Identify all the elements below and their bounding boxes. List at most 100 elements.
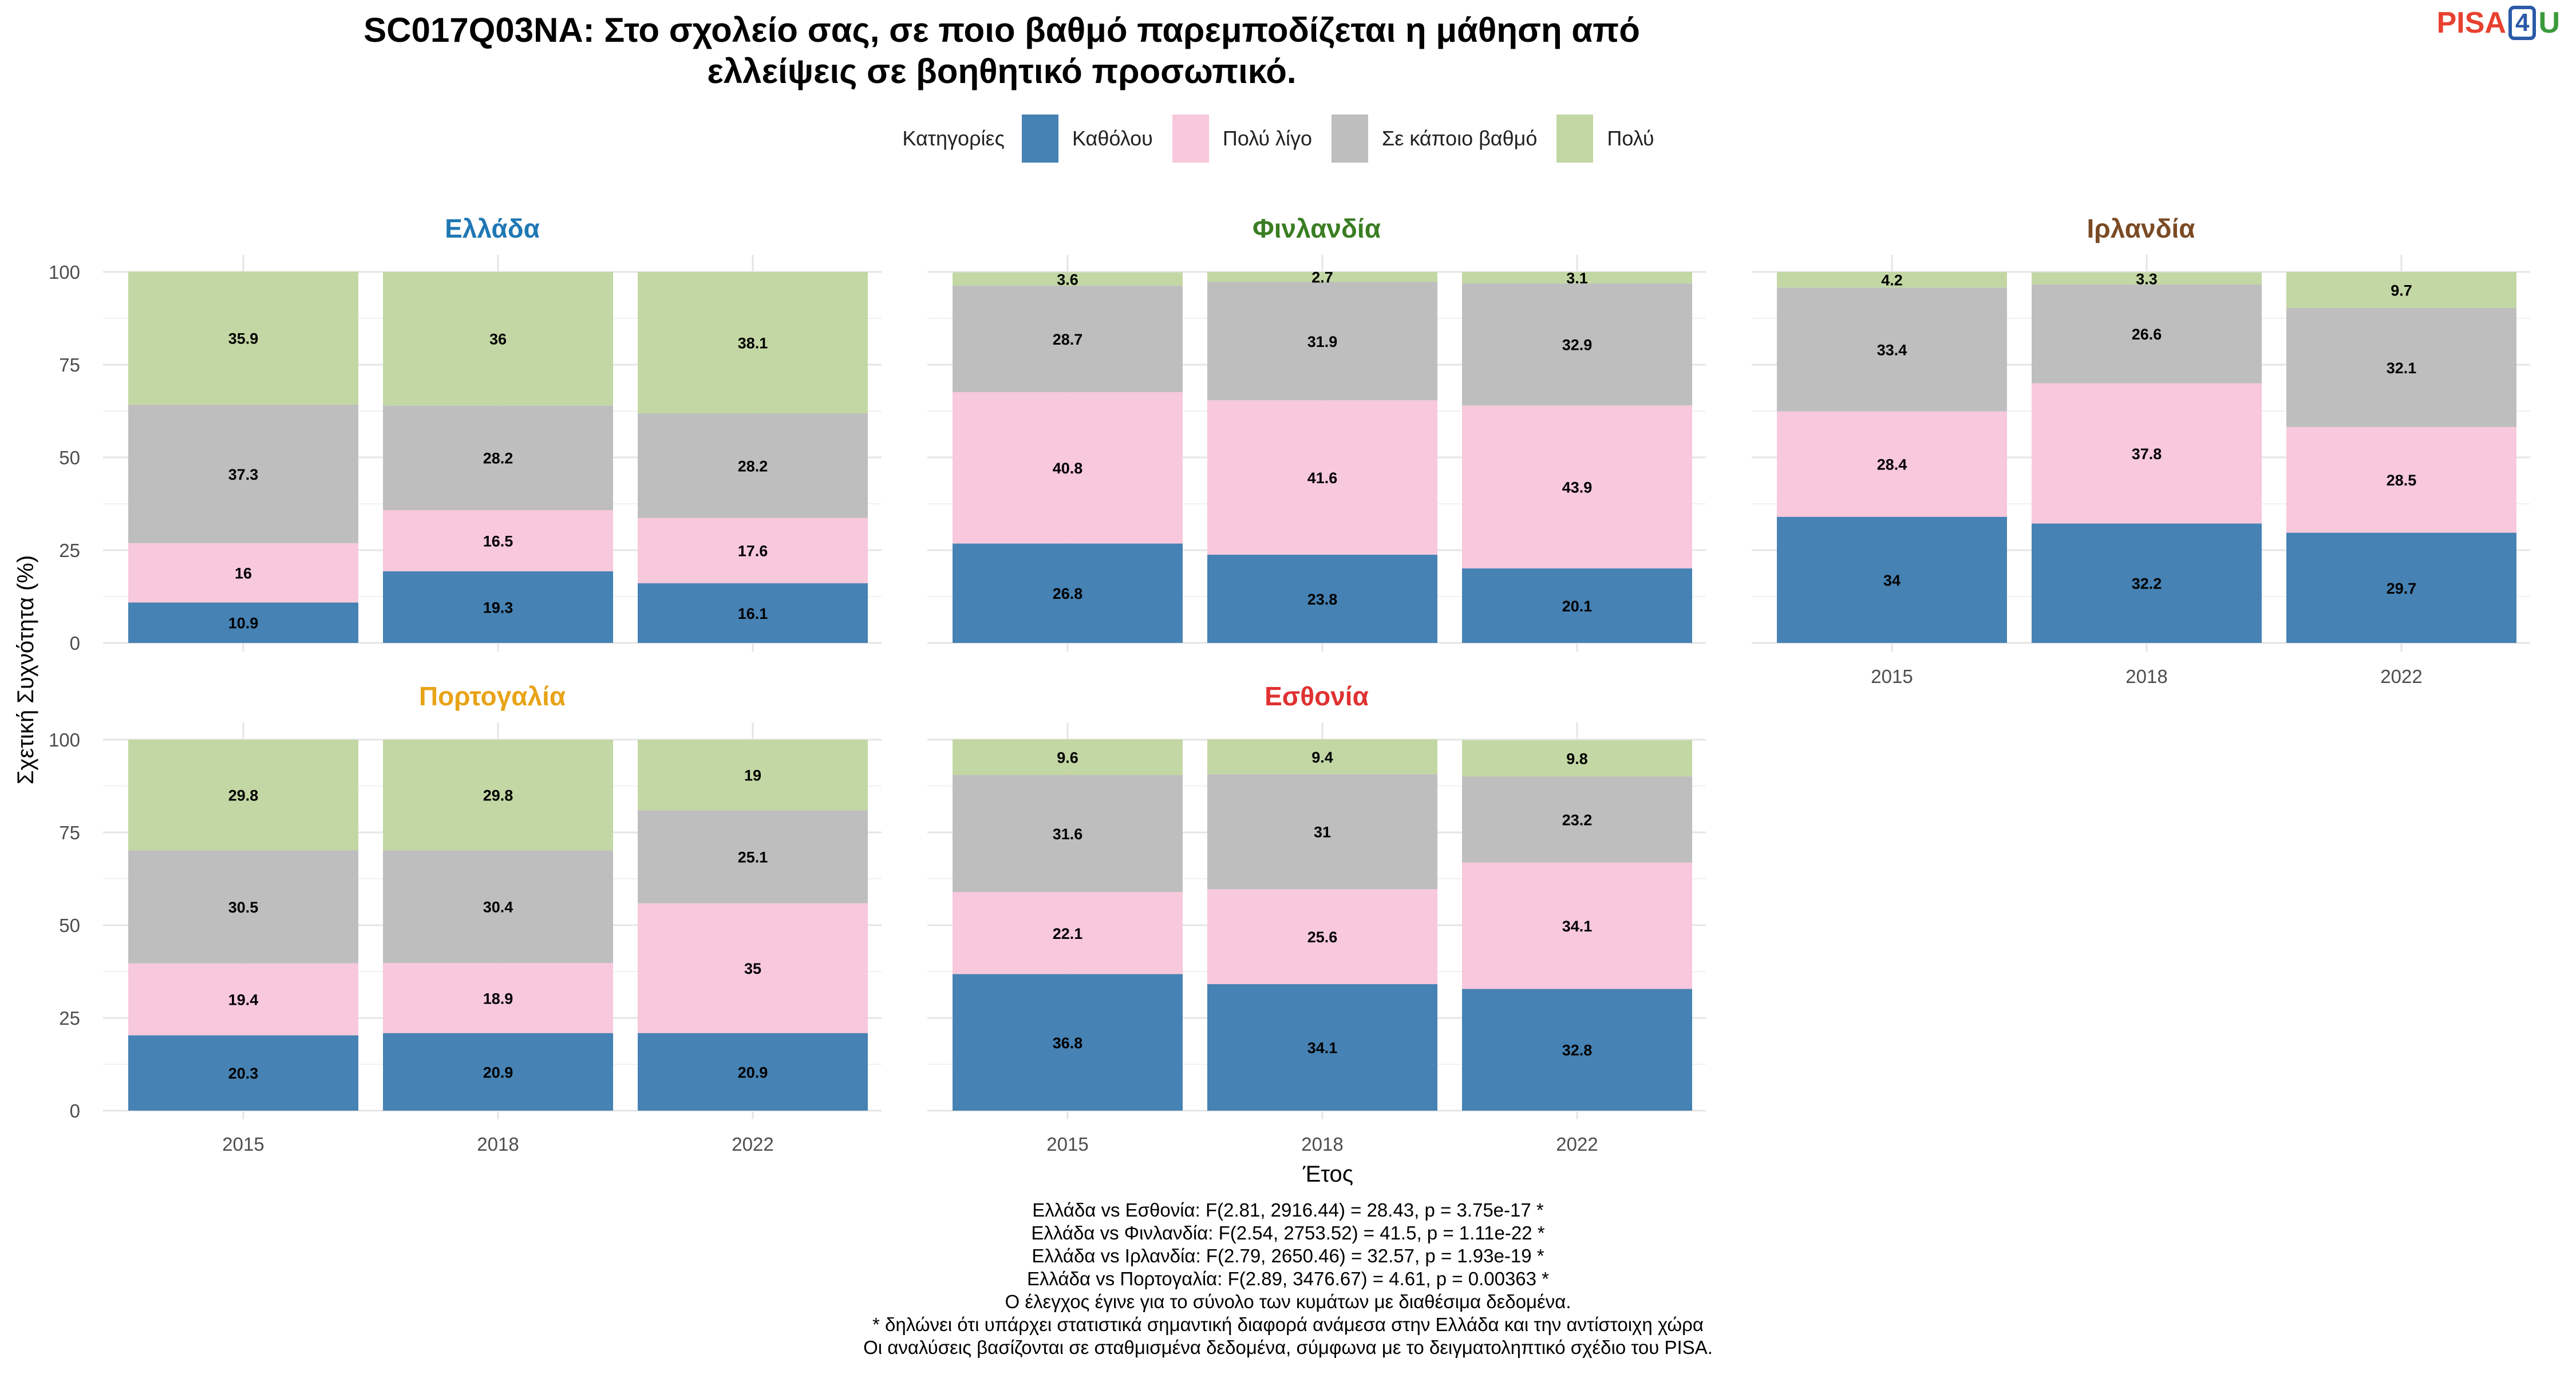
bar-value-label: 25.1 bbox=[738, 848, 768, 866]
panel-title: Ιρλανδία bbox=[2087, 214, 2195, 243]
bar-value-label: 40.8 bbox=[1053, 460, 1083, 477]
bar-segment bbox=[638, 272, 868, 413]
bar-value-label: 28.4 bbox=[1877, 456, 1907, 473]
bar-value-label: 30.4 bbox=[483, 899, 513, 916]
legend-title: Κατηγορίες bbox=[902, 127, 1005, 150]
bar-segment bbox=[128, 543, 358, 603]
bar-value-label: 32.9 bbox=[1562, 337, 1593, 354]
bar-value-label: 34.1 bbox=[1562, 918, 1593, 935]
bar-segment bbox=[1207, 984, 1437, 1111]
bar-segment bbox=[1462, 862, 1692, 989]
x-axis-title: Έτος bbox=[1302, 1162, 1353, 1187]
bar-value-label: 18.9 bbox=[483, 990, 513, 1007]
bar-segment bbox=[1207, 272, 1437, 282]
bar-segment bbox=[1777, 411, 2007, 517]
footer-line-2: Ελλάδα vs Φινλανδία: F(2.54, 2753.52) = … bbox=[1031, 1222, 1545, 1243]
y-tick-label: 25 bbox=[59, 1008, 80, 1029]
bar-value-label: 22.1 bbox=[1053, 925, 1083, 942]
bar-segment bbox=[638, 810, 868, 903]
legend-label-2: Σε κάποιο βαθμό bbox=[1382, 127, 1538, 150]
bar-value-label: 31.6 bbox=[1053, 826, 1083, 843]
bar-segment bbox=[638, 903, 868, 1033]
panel-title: Φινλανδία bbox=[1253, 214, 1381, 243]
legend-label-3: Πολύ bbox=[1607, 127, 1654, 150]
bar-value-label: 20.9 bbox=[738, 1064, 768, 1081]
y-tick-label: 50 bbox=[59, 915, 80, 936]
legend-swatch-2 bbox=[1332, 114, 1369, 163]
chart-title-line1: SC017Q03NA: Στο σχολείο σας, σε ποιο βαθ… bbox=[364, 11, 1640, 49]
bar-value-label: 23.2 bbox=[1562, 811, 1593, 828]
y-tick-label: 50 bbox=[59, 447, 80, 468]
footer-line-5: Ο έλεγχος έγινε για το σύνολο των κυμάτω… bbox=[1005, 1291, 1571, 1312]
bar-value-label: 36.8 bbox=[1053, 1035, 1083, 1052]
bar-segment bbox=[953, 272, 1183, 286]
bar-value-label: 26.8 bbox=[1053, 585, 1083, 602]
bar-segment bbox=[2032, 285, 2262, 384]
legend-label-0: Καθόλου bbox=[1072, 127, 1153, 150]
bar-segment bbox=[1462, 283, 1692, 406]
bar-value-label: 10.9 bbox=[228, 615, 259, 632]
bar-segment bbox=[1462, 272, 1692, 284]
bar-value-label: 31.9 bbox=[1307, 333, 1338, 350]
bar-value-label: 32.2 bbox=[2132, 575, 2162, 593]
y-tick-label: 100 bbox=[49, 262, 80, 283]
legend-item-poly: Πολύ bbox=[1556, 114, 1654, 163]
bar-segment bbox=[1462, 568, 1692, 643]
bar-value-label: 35 bbox=[744, 960, 761, 977]
bar-value-label: 36 bbox=[489, 331, 507, 348]
bar-segment bbox=[2286, 272, 2516, 308]
bar-value-label: 16.1 bbox=[738, 605, 768, 622]
bar-value-label: 32.8 bbox=[1562, 1042, 1593, 1059]
legend-label-1: Πολύ λίγο bbox=[1222, 127, 1313, 150]
bar-segment bbox=[638, 740, 868, 811]
legend-item-kathólou: Καθόλου bbox=[1021, 114, 1153, 163]
pisa4u-logo: PISA 4 U bbox=[2437, 6, 2560, 40]
x-tick-label: 2022 bbox=[2380, 666, 2422, 687]
bar-value-label: 34.1 bbox=[1307, 1040, 1338, 1057]
bar-segment bbox=[2032, 523, 2262, 643]
y-tick-label: 100 bbox=[49, 729, 80, 751]
bar-value-label: 31 bbox=[1314, 824, 1331, 841]
bar-value-label: 3.1 bbox=[1566, 270, 1588, 287]
panel-title: Ελλάδα bbox=[445, 214, 540, 243]
bar-segment bbox=[383, 571, 613, 643]
bar-segment bbox=[953, 392, 1183, 544]
bar-segment bbox=[383, 963, 613, 1033]
bar-value-label: 9.7 bbox=[2391, 282, 2412, 299]
bar-segment bbox=[953, 285, 1183, 392]
footer-line-3: Ελλάδα vs Ιρλανδία: F(2.79, 2650.46) = 3… bbox=[1032, 1245, 1544, 1266]
panel-4: Εσθονία 36.8 22.1 31.6 9.6 34.1 25.6 31 9.4 32.8 3… bbox=[927, 681, 1706, 1155]
bar-value-label: 28.7 bbox=[1053, 331, 1083, 348]
bar-segment bbox=[638, 583, 868, 643]
bar-value-label: 9.6 bbox=[1057, 749, 1078, 766]
footer-line-7: Οι αναλύσεις βασίζονται σε σταθμισμένα δ… bbox=[863, 1337, 1713, 1358]
bar-value-label: 35.9 bbox=[228, 330, 259, 348]
legend-swatch-3 bbox=[1556, 114, 1594, 163]
bar-value-label: 34 bbox=[1883, 572, 1901, 589]
y-tick-label: 0 bbox=[70, 633, 80, 654]
x-tick-label: 2015 bbox=[1871, 666, 1913, 687]
bar-value-label: 30.5 bbox=[228, 899, 259, 916]
bar-segment bbox=[953, 739, 1183, 775]
bar-segment bbox=[1777, 516, 2007, 643]
x-tick-label: 2022 bbox=[732, 1134, 773, 1155]
bar-value-label: 3.6 bbox=[1057, 271, 1078, 288]
bar-segment bbox=[383, 740, 613, 851]
bar-value-label: 20.1 bbox=[1562, 598, 1593, 615]
bar-value-label: 28.2 bbox=[483, 450, 513, 467]
bar-value-label: 9.4 bbox=[1311, 749, 1333, 766]
bar-value-label: 28.2 bbox=[738, 457, 768, 475]
bar-value-label: 41.6 bbox=[1307, 469, 1338, 487]
bar-segment bbox=[638, 413, 868, 518]
logo-part2: 4 bbox=[2508, 6, 2537, 40]
legend-item-kapoio-vathmo: Σε κάποιο βαθμό bbox=[1332, 114, 1537, 163]
bar-segment bbox=[383, 850, 613, 964]
bar-segment bbox=[1777, 272, 2007, 288]
bar-value-label: 19.3 bbox=[483, 599, 513, 616]
legend-swatch-1 bbox=[1172, 114, 1209, 163]
bar-segment bbox=[1207, 739, 1437, 775]
bar-segment bbox=[1207, 889, 1437, 985]
bar-value-label: 9.8 bbox=[1566, 750, 1588, 767]
bar-value-label: 26.6 bbox=[2132, 326, 2162, 343]
bar-segment bbox=[128, 740, 358, 851]
